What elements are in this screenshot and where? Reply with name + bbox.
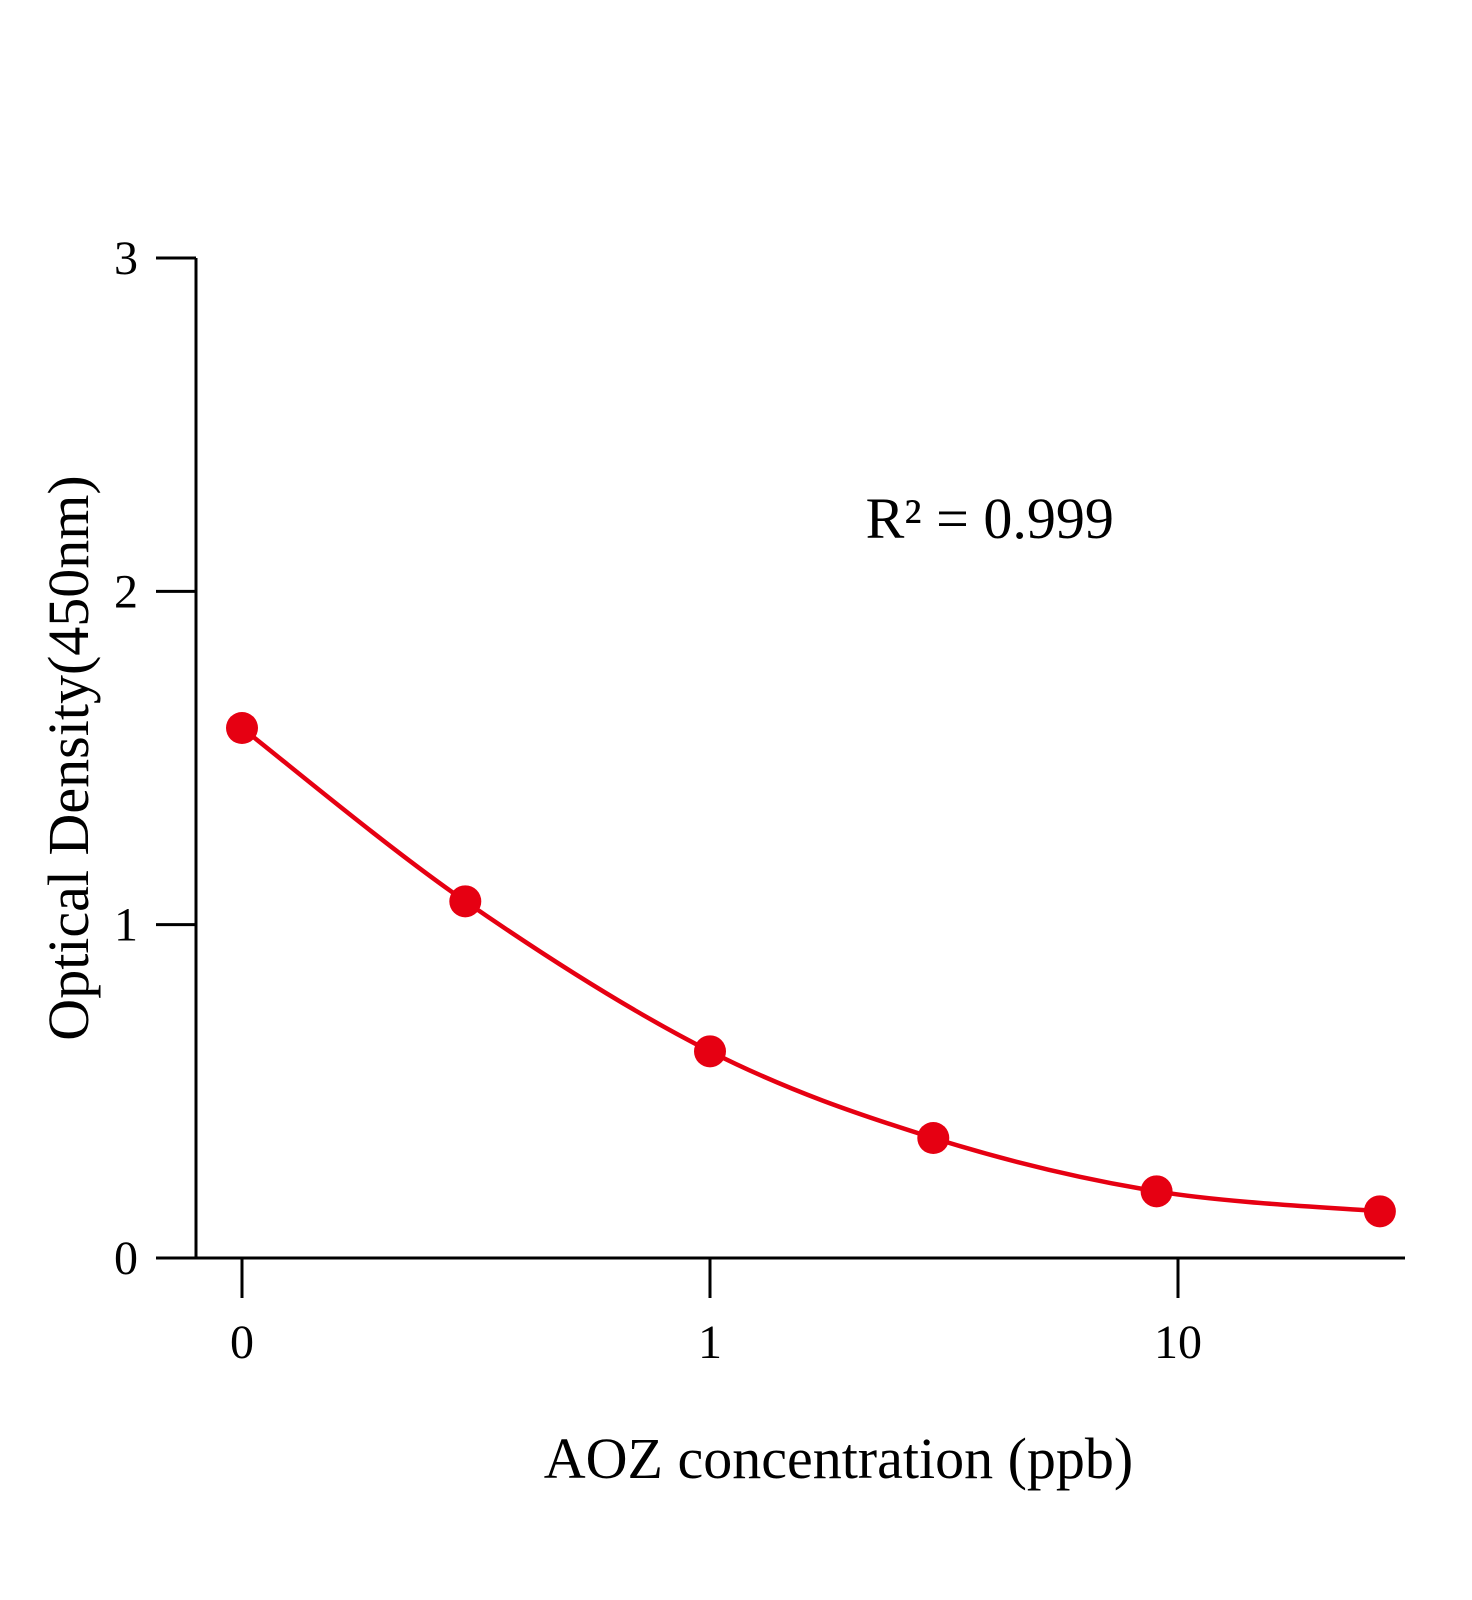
x-tick-label-10: 10 [1154,1316,1202,1369]
x-axis-ticks: 0 1 10 [230,1258,1202,1369]
data-point-5 [1140,1175,1173,1208]
data-point-6 [1363,1195,1396,1228]
y-axis-title: Optical Density(450nm) [36,475,101,1040]
y-tick-label-0: 0 [114,1232,138,1285]
x-tick-label-0: 0 [230,1316,254,1369]
y-axis-ticks: 0 1 2 3 [114,232,196,1285]
data-point-2 [449,885,482,918]
y-tick-label-1: 1 [114,899,138,952]
y-tick-label-2: 2 [114,565,138,618]
r-squared-annotation: R² = 0.999 [866,486,1114,551]
data-point-1 [226,712,258,744]
series-fit-curve [239,725,1383,1214]
y-tick-label-3: 3 [114,232,138,285]
data-point-3 [694,1035,726,1068]
x-tick-label-1: 1 [698,1316,722,1369]
axes [194,258,1405,1260]
data-point-4 [917,1122,950,1154]
series-layer [226,712,1396,1228]
x-axis-title: AOZ concentration (ppb) [544,1426,1133,1491]
